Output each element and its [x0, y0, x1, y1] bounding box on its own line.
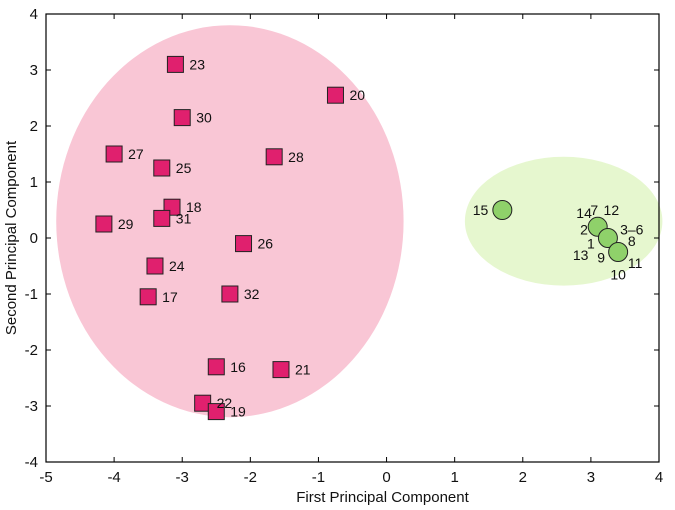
data-point-annotation: 14 — [576, 205, 592, 221]
y-tick-label: 1 — [30, 174, 38, 191]
data-point-annotation: 8 — [628, 233, 636, 249]
data-point-circle — [608, 242, 629, 262]
x-tick-label: 4 — [655, 469, 663, 486]
data-point-square — [221, 285, 239, 303]
x-axis-title: First Principal Component — [296, 489, 469, 506]
y-tick-label: -4 — [25, 454, 38, 471]
data-point-square — [153, 209, 171, 227]
y-tick-label: 2 — [30, 118, 38, 135]
data-point-annotation: 12 — [604, 202, 620, 218]
x-tick-label: -1 — [312, 469, 325, 486]
data-point-label: 19 — [230, 404, 246, 420]
data-point-label: 28 — [288, 149, 304, 165]
data-point-annotation: 3–6 — [620, 222, 644, 238]
data-point-square — [146, 257, 164, 275]
data-point-label: 29 — [118, 216, 134, 232]
data-point-annotation: 2 — [580, 222, 588, 238]
data-point-square — [95, 215, 113, 233]
data-point-label: 20 — [349, 87, 365, 103]
data-point-label: 21 — [295, 362, 311, 378]
x-tick-label: -3 — [176, 469, 189, 486]
data-point-square — [105, 145, 123, 163]
data-point-label: 31 — [176, 210, 192, 226]
data-point-square — [326, 86, 344, 104]
y-tick-label: -3 — [25, 398, 38, 415]
x-tick-label: 3 — [587, 469, 595, 486]
data-point-square — [207, 403, 225, 421]
x-tick-label: 0 — [382, 469, 390, 486]
data-point-label: 17 — [162, 289, 178, 305]
data-point-label: 15 — [473, 202, 489, 218]
x-tick-label: 1 — [450, 469, 458, 486]
cluster-region-1 — [56, 25, 404, 418]
data-point-label: 23 — [189, 56, 205, 72]
x-tick-label: -2 — [244, 469, 257, 486]
y-tick-label: 3 — [30, 62, 38, 79]
data-point-annotation: 11 — [628, 255, 643, 271]
data-point-square — [153, 159, 171, 177]
y-axis-title: Second Principal Component — [3, 140, 20, 335]
y-tick-label: -1 — [25, 286, 38, 303]
y-tick-label: 4 — [30, 6, 38, 23]
x-tick-label: 2 — [519, 469, 527, 486]
data-point-label: 16 — [230, 359, 246, 375]
data-point-label: 22 — [217, 395, 233, 411]
data-point-circle — [492, 200, 513, 220]
data-point-square — [265, 148, 283, 166]
data-point-square — [272, 361, 290, 379]
data-point-annotation: 10 — [610, 266, 626, 282]
data-point-square — [235, 235, 253, 253]
data-point-label: 24 — [169, 258, 185, 274]
data-point-label: 30 — [196, 110, 212, 126]
data-point-square — [173, 109, 191, 127]
data-point-label: 18 — [186, 199, 202, 215]
data-point-label: 25 — [176, 160, 192, 176]
x-tick-label: -5 — [39, 469, 52, 486]
y-tick-label: 0 — [30, 230, 38, 247]
data-point-circle — [597, 228, 618, 248]
data-point-annotation: 9 — [597, 250, 605, 266]
data-point-label: 26 — [258, 236, 274, 252]
data-point-annotation: 1 — [587, 236, 595, 252]
data-point-square — [207, 358, 225, 376]
y-tick-label: -2 — [25, 342, 38, 359]
data-point-annotation: 13 — [573, 247, 589, 263]
data-point-square — [166, 55, 184, 73]
data-point-label: 27 — [128, 146, 144, 162]
x-tick-label: -4 — [107, 469, 120, 486]
data-point-annotation: 7 — [590, 202, 598, 218]
data-point-label: 32 — [244, 286, 260, 302]
data-point-square — [139, 288, 157, 306]
